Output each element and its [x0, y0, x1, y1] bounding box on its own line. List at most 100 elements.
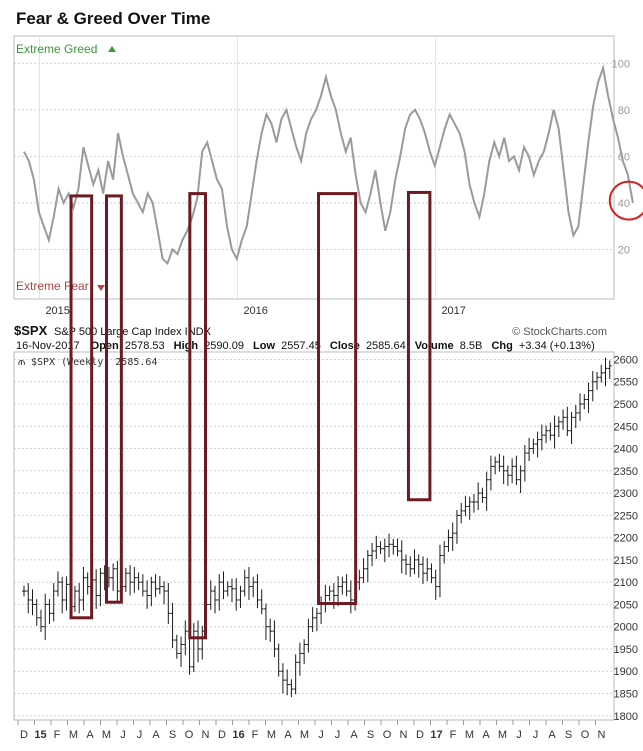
month-label: A [482, 729, 490, 741]
price-bar [98, 567, 103, 607]
price-bar [370, 542, 375, 567]
price-bar [544, 425, 549, 444]
price-bar [81, 567, 86, 611]
price-bar [505, 465, 510, 486]
price-bar [561, 409, 566, 430]
price-bar [306, 618, 311, 653]
price-bar [153, 574, 158, 597]
price-tick-label: 2300 [614, 488, 638, 500]
price-tick-label: 2450 [614, 421, 638, 433]
price-tick-label: 2400 [614, 444, 638, 456]
price-bar [391, 538, 396, 555]
year-label: 2016 [243, 305, 267, 317]
chg-value: +3.34 (+0.13%) [519, 340, 595, 352]
price-bar [408, 556, 413, 577]
month-label: 16 [232, 729, 244, 741]
low-value: 2557.45 [281, 340, 321, 352]
price-bar [501, 455, 506, 485]
chg-label: Chg [491, 340, 512, 352]
price-bar [263, 603, 268, 641]
highlight-box [188, 192, 207, 640]
quote-line: 16-Nov-2017 Open 2578.53 High 2590.09 Lo… [16, 340, 595, 352]
price-bar [374, 535, 379, 559]
greed-up-arrow-icon [108, 46, 116, 52]
price-bar [348, 580, 353, 614]
price-bar [573, 404, 578, 429]
highlight-box [317, 192, 358, 606]
price-bar [111, 563, 116, 592]
price-bar [336, 575, 341, 607]
price-bar [412, 549, 417, 575]
price-bar [51, 583, 56, 622]
month-label: A [350, 729, 358, 741]
month-label: F [450, 729, 457, 741]
price-bar [382, 538, 387, 563]
fear-down-arrow-icon [97, 285, 105, 291]
month-label: S [565, 729, 572, 741]
price-bar [242, 569, 247, 597]
symbol-label: $SPX [14, 323, 48, 338]
price-tick-label: 1900 [614, 666, 638, 678]
price-tick-label: 2550 [614, 377, 638, 389]
month-label: J [533, 729, 539, 741]
price-tick-label: 2250 [614, 510, 638, 522]
price-bar [60, 576, 65, 614]
extreme-fear-text: Extreme Fear [16, 279, 89, 293]
price-bar [162, 581, 167, 605]
stockcharts-brand: © StockCharts.com [512, 326, 607, 338]
month-label: N [400, 729, 408, 741]
price-tick-label: 2200 [614, 533, 638, 545]
month-label: 15 [34, 729, 46, 741]
price-bar [302, 639, 307, 665]
price-bar [446, 529, 451, 552]
price-bar [416, 554, 421, 578]
price-bar [599, 364, 604, 383]
month-label: A [548, 729, 556, 741]
price-bar [527, 437, 532, 462]
price-bar [404, 554, 409, 576]
highlight-box [69, 194, 94, 620]
price-bar [314, 607, 319, 632]
price-bar [548, 422, 553, 441]
price-bar [497, 453, 502, 472]
price-bar [47, 599, 52, 625]
month-label: M [300, 729, 309, 741]
open-value: 2578.53 [125, 340, 165, 352]
price-bar [459, 502, 464, 524]
month-label: M [465, 729, 474, 741]
month-label: A [284, 729, 292, 741]
price-y-axis: 1800 1850 1900 1950 2000 2050 2100 2150 2200 2250… [614, 354, 638, 722]
high-value: 2590.09 [204, 340, 244, 352]
price-bar [170, 602, 175, 649]
price-bar [310, 607, 315, 633]
price-bar [471, 493, 476, 513]
fear-greed-gridlines [14, 62, 614, 250]
price-bar [213, 585, 218, 614]
year-label: 2017 [441, 305, 465, 317]
month-label: O [581, 729, 590, 741]
price-bar [221, 571, 226, 600]
price-bar [387, 533, 392, 558]
price-bar [378, 541, 383, 555]
price-bar [136, 572, 141, 591]
fear-greed-line [23, 63, 634, 266]
price-panel [13, 351, 615, 721]
price-bar [586, 382, 591, 413]
price-bar [518, 465, 523, 494]
month-label: M [69, 729, 78, 741]
highlight-boxes [69, 180, 643, 640]
price-bar [578, 393, 583, 421]
price-bar [442, 541, 447, 564]
price-bar [208, 580, 213, 610]
fear-greed-tick-label: 40 [618, 198, 630, 210]
price-tick-label: 2600 [614, 354, 638, 366]
price-bar [552, 415, 557, 449]
close-label: Close [330, 340, 360, 352]
fear-greed-tick-label: 100 [612, 58, 630, 70]
month-label: F [252, 729, 259, 741]
price-bar [246, 567, 251, 600]
price-bar [590, 371, 595, 402]
month-label: N [598, 729, 606, 741]
price-bar [276, 643, 281, 677]
